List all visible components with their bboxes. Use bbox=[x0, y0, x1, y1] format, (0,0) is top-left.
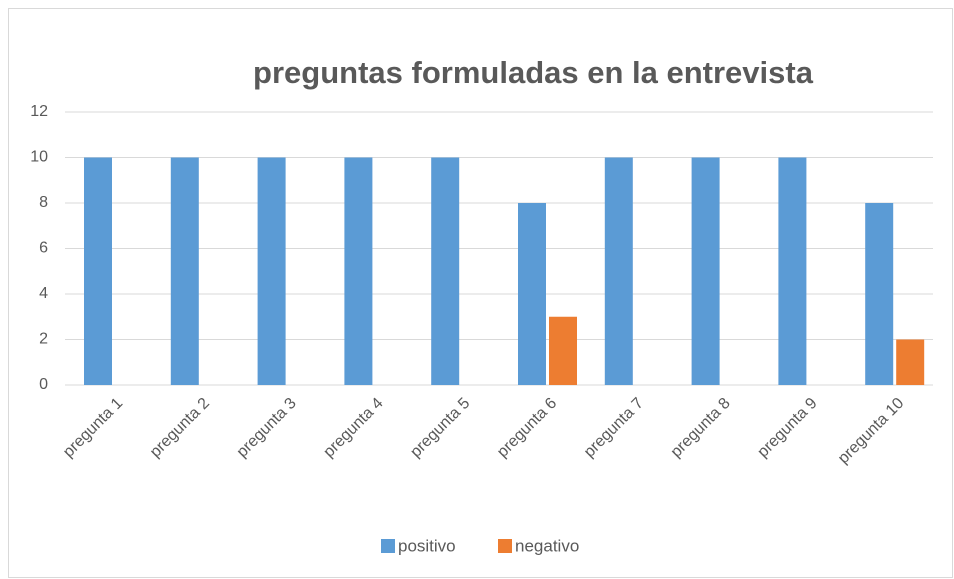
bar bbox=[518, 203, 546, 385]
chart-title: preguntas formuladas en la entrevista bbox=[253, 55, 814, 90]
y-tick-label: 4 bbox=[39, 285, 48, 302]
bar bbox=[170, 157, 199, 385]
bar bbox=[865, 203, 894, 385]
y-tick-label: 0 bbox=[39, 376, 48, 393]
y-tick-label: 10 bbox=[30, 149, 48, 166]
bar bbox=[604, 157, 633, 385]
legend-label: negativo bbox=[515, 536, 579, 555]
bar bbox=[896, 339, 925, 385]
bar bbox=[84, 157, 112, 385]
bar bbox=[691, 157, 720, 385]
y-tick-label: 6 bbox=[39, 240, 48, 257]
y-tick-label: 8 bbox=[39, 194, 48, 211]
bar bbox=[549, 316, 577, 385]
bar bbox=[431, 157, 460, 385]
legend-label: positivo bbox=[398, 536, 456, 555]
bar bbox=[344, 157, 373, 385]
chart-border bbox=[8, 8, 953, 578]
bar bbox=[778, 157, 807, 385]
legend-swatch bbox=[498, 539, 512, 553]
legend-swatch bbox=[381, 539, 395, 553]
bar bbox=[257, 157, 286, 385]
y-tick-label: 2 bbox=[39, 331, 48, 348]
y-tick-label: 12 bbox=[30, 103, 48, 120]
